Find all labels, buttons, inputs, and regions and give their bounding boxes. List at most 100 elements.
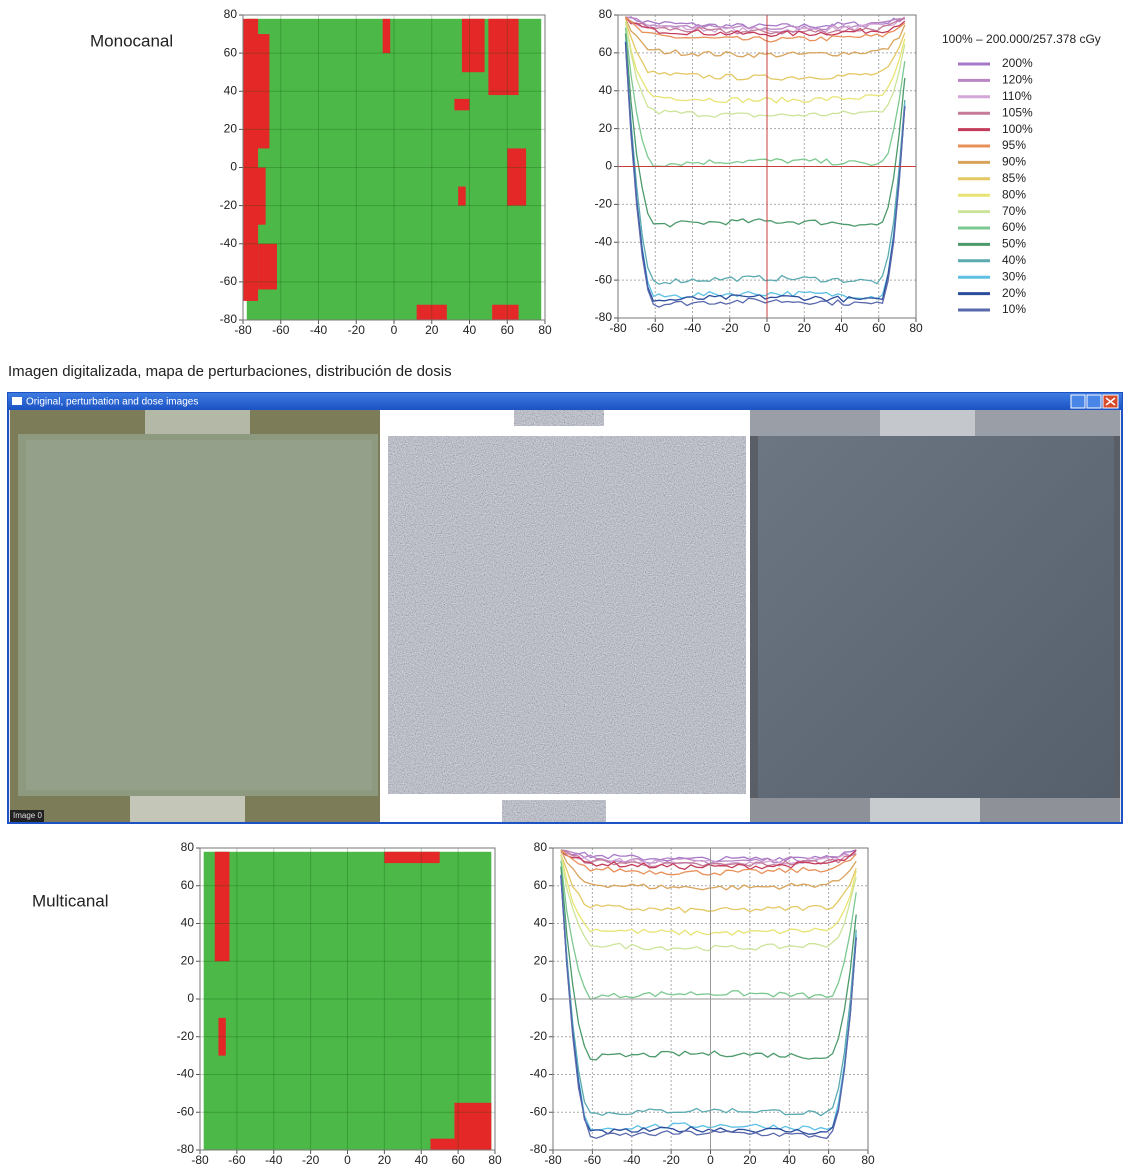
isodose-line xyxy=(626,33,905,226)
y-tick-label: 40 xyxy=(224,83,238,97)
isodose: -80-60-40-20020406080-80-60-40-200204060… xyxy=(530,840,875,1167)
fail-region xyxy=(488,19,518,95)
app-window: Original, perturbation and dose images I… xyxy=(8,393,1122,823)
x-tick-label: 20 xyxy=(378,1153,392,1167)
x-tick-label: 20 xyxy=(798,321,812,335)
y-tick-label: 20 xyxy=(534,953,548,967)
legend-label: 40% xyxy=(1002,253,1026,267)
fail-region xyxy=(383,19,391,53)
y-tick-label: -60 xyxy=(530,1104,548,1118)
row-label: Monocanal xyxy=(90,31,173,50)
fail-region xyxy=(215,852,230,961)
y-tick-label: 40 xyxy=(534,916,548,930)
fail-region xyxy=(454,99,469,110)
x-tick-label: 0 xyxy=(707,1153,714,1167)
x-tick-label: 0 xyxy=(391,323,398,337)
y-tick-label: 80 xyxy=(534,840,548,854)
legend-label: 200% xyxy=(1002,56,1033,70)
x-tick-label: 20 xyxy=(425,323,439,337)
y-tick-label: 80 xyxy=(224,7,238,21)
y-tick-label: 40 xyxy=(181,916,195,930)
x-tick-label: 60 xyxy=(872,321,886,335)
isodose-line xyxy=(626,17,905,30)
x-tick-label: 60 xyxy=(451,1153,465,1167)
status-text: Image 0 xyxy=(13,811,42,820)
x-tick-label: 80 xyxy=(488,1153,502,1167)
x-tick-label: 40 xyxy=(783,1153,797,1167)
x-tick-label: -40 xyxy=(265,1153,283,1167)
isodose-line xyxy=(626,44,905,307)
isodose-line xyxy=(561,867,856,1060)
x-tick-label: -60 xyxy=(228,1153,246,1167)
x-tick-label: -40 xyxy=(684,321,702,335)
legend-label: 10% xyxy=(1002,302,1026,316)
fail-region xyxy=(492,305,518,320)
fail-region xyxy=(258,244,277,290)
y-tick-label: 40 xyxy=(599,83,613,97)
y-tick-label: 60 xyxy=(599,45,613,59)
window-title: Original, perturbation and dose images xyxy=(26,397,198,408)
x-tick-label: 60 xyxy=(501,323,515,337)
x-tick-label: 80 xyxy=(861,1153,875,1167)
y-tick-label: -80 xyxy=(530,1142,548,1156)
y-tick-label: 20 xyxy=(181,953,195,967)
legend-label: 85% xyxy=(1002,171,1026,185)
y-tick-label: 0 xyxy=(187,991,194,1005)
legend-label: 30% xyxy=(1002,269,1026,283)
isodose-line xyxy=(626,41,905,299)
fail-region xyxy=(251,168,266,225)
y-tick-label: -20 xyxy=(220,198,238,212)
x-tick-label: 0 xyxy=(344,1153,351,1167)
x-tick-label: 40 xyxy=(835,321,849,335)
legend-label: 95% xyxy=(1002,138,1026,152)
fail-region xyxy=(458,187,466,206)
isodose-line xyxy=(626,42,905,302)
y-tick-label: -80 xyxy=(220,312,238,326)
y-tick-label: 60 xyxy=(224,45,238,59)
x-tick-label: 40 xyxy=(415,1153,429,1167)
y-tick-label: -40 xyxy=(177,1067,195,1081)
x-tick-label: -60 xyxy=(584,1153,602,1167)
x-tick-label: -20 xyxy=(302,1153,320,1167)
legend-label: 20% xyxy=(1002,286,1026,300)
y-tick-label: 60 xyxy=(534,878,548,892)
legend-label: 120% xyxy=(1002,73,1033,87)
legend-label: 110% xyxy=(1002,89,1032,103)
page: {"caption": "Imagen digitalizada, mapa d… xyxy=(0,0,1130,1168)
y-tick-label: -20 xyxy=(595,197,613,211)
fail-region xyxy=(454,1103,491,1150)
y-tick-label: -60 xyxy=(220,274,238,288)
x-tick-label: -20 xyxy=(662,1153,680,1167)
figure: Monocanal Multicanal Imagen digitalizada… xyxy=(0,0,1130,1168)
legend-label: 70% xyxy=(1002,204,1026,218)
fail-region xyxy=(430,1139,458,1150)
fail-region xyxy=(462,19,485,72)
legend-title: 100% – 200.000/257.378 cGy xyxy=(942,32,1101,46)
y-tick-label: -40 xyxy=(595,234,613,248)
row-label: Multicanal xyxy=(32,891,109,910)
isodose: -80-60-40-20020406080-80-60-40-200204060… xyxy=(595,7,923,335)
x-tick-label: -60 xyxy=(272,323,290,337)
gamma-map: -80-60-40-20020406080-80-60-40-200204060… xyxy=(177,840,502,1167)
fail-region xyxy=(384,852,439,863)
y-tick-label: 0 xyxy=(605,159,612,173)
y-tick-label: 20 xyxy=(599,121,613,135)
y-tick-label: 0 xyxy=(230,160,237,174)
isodose-line xyxy=(561,876,856,1134)
y-tick-label: -80 xyxy=(595,310,613,324)
x-tick-label: 0 xyxy=(764,321,771,335)
isodose-line xyxy=(626,18,905,57)
y-tick-label: -20 xyxy=(530,1029,548,1043)
y-tick-label: 60 xyxy=(181,878,195,892)
x-tick-label: -20 xyxy=(348,323,366,337)
y-tick-label: 20 xyxy=(224,122,238,136)
isodose-line xyxy=(561,854,856,935)
y-tick-label: 0 xyxy=(540,991,547,1005)
y-tick-label: -80 xyxy=(177,1142,195,1156)
caption: Imagen digitalizada, mapa de perturbacio… xyxy=(8,363,452,380)
x-tick-label: 40 xyxy=(463,323,477,337)
x-tick-label: 60 xyxy=(822,1153,836,1167)
legend-label: 80% xyxy=(1002,187,1026,201)
legend-label: 60% xyxy=(1002,220,1026,234)
y-tick-label: 80 xyxy=(599,7,613,21)
